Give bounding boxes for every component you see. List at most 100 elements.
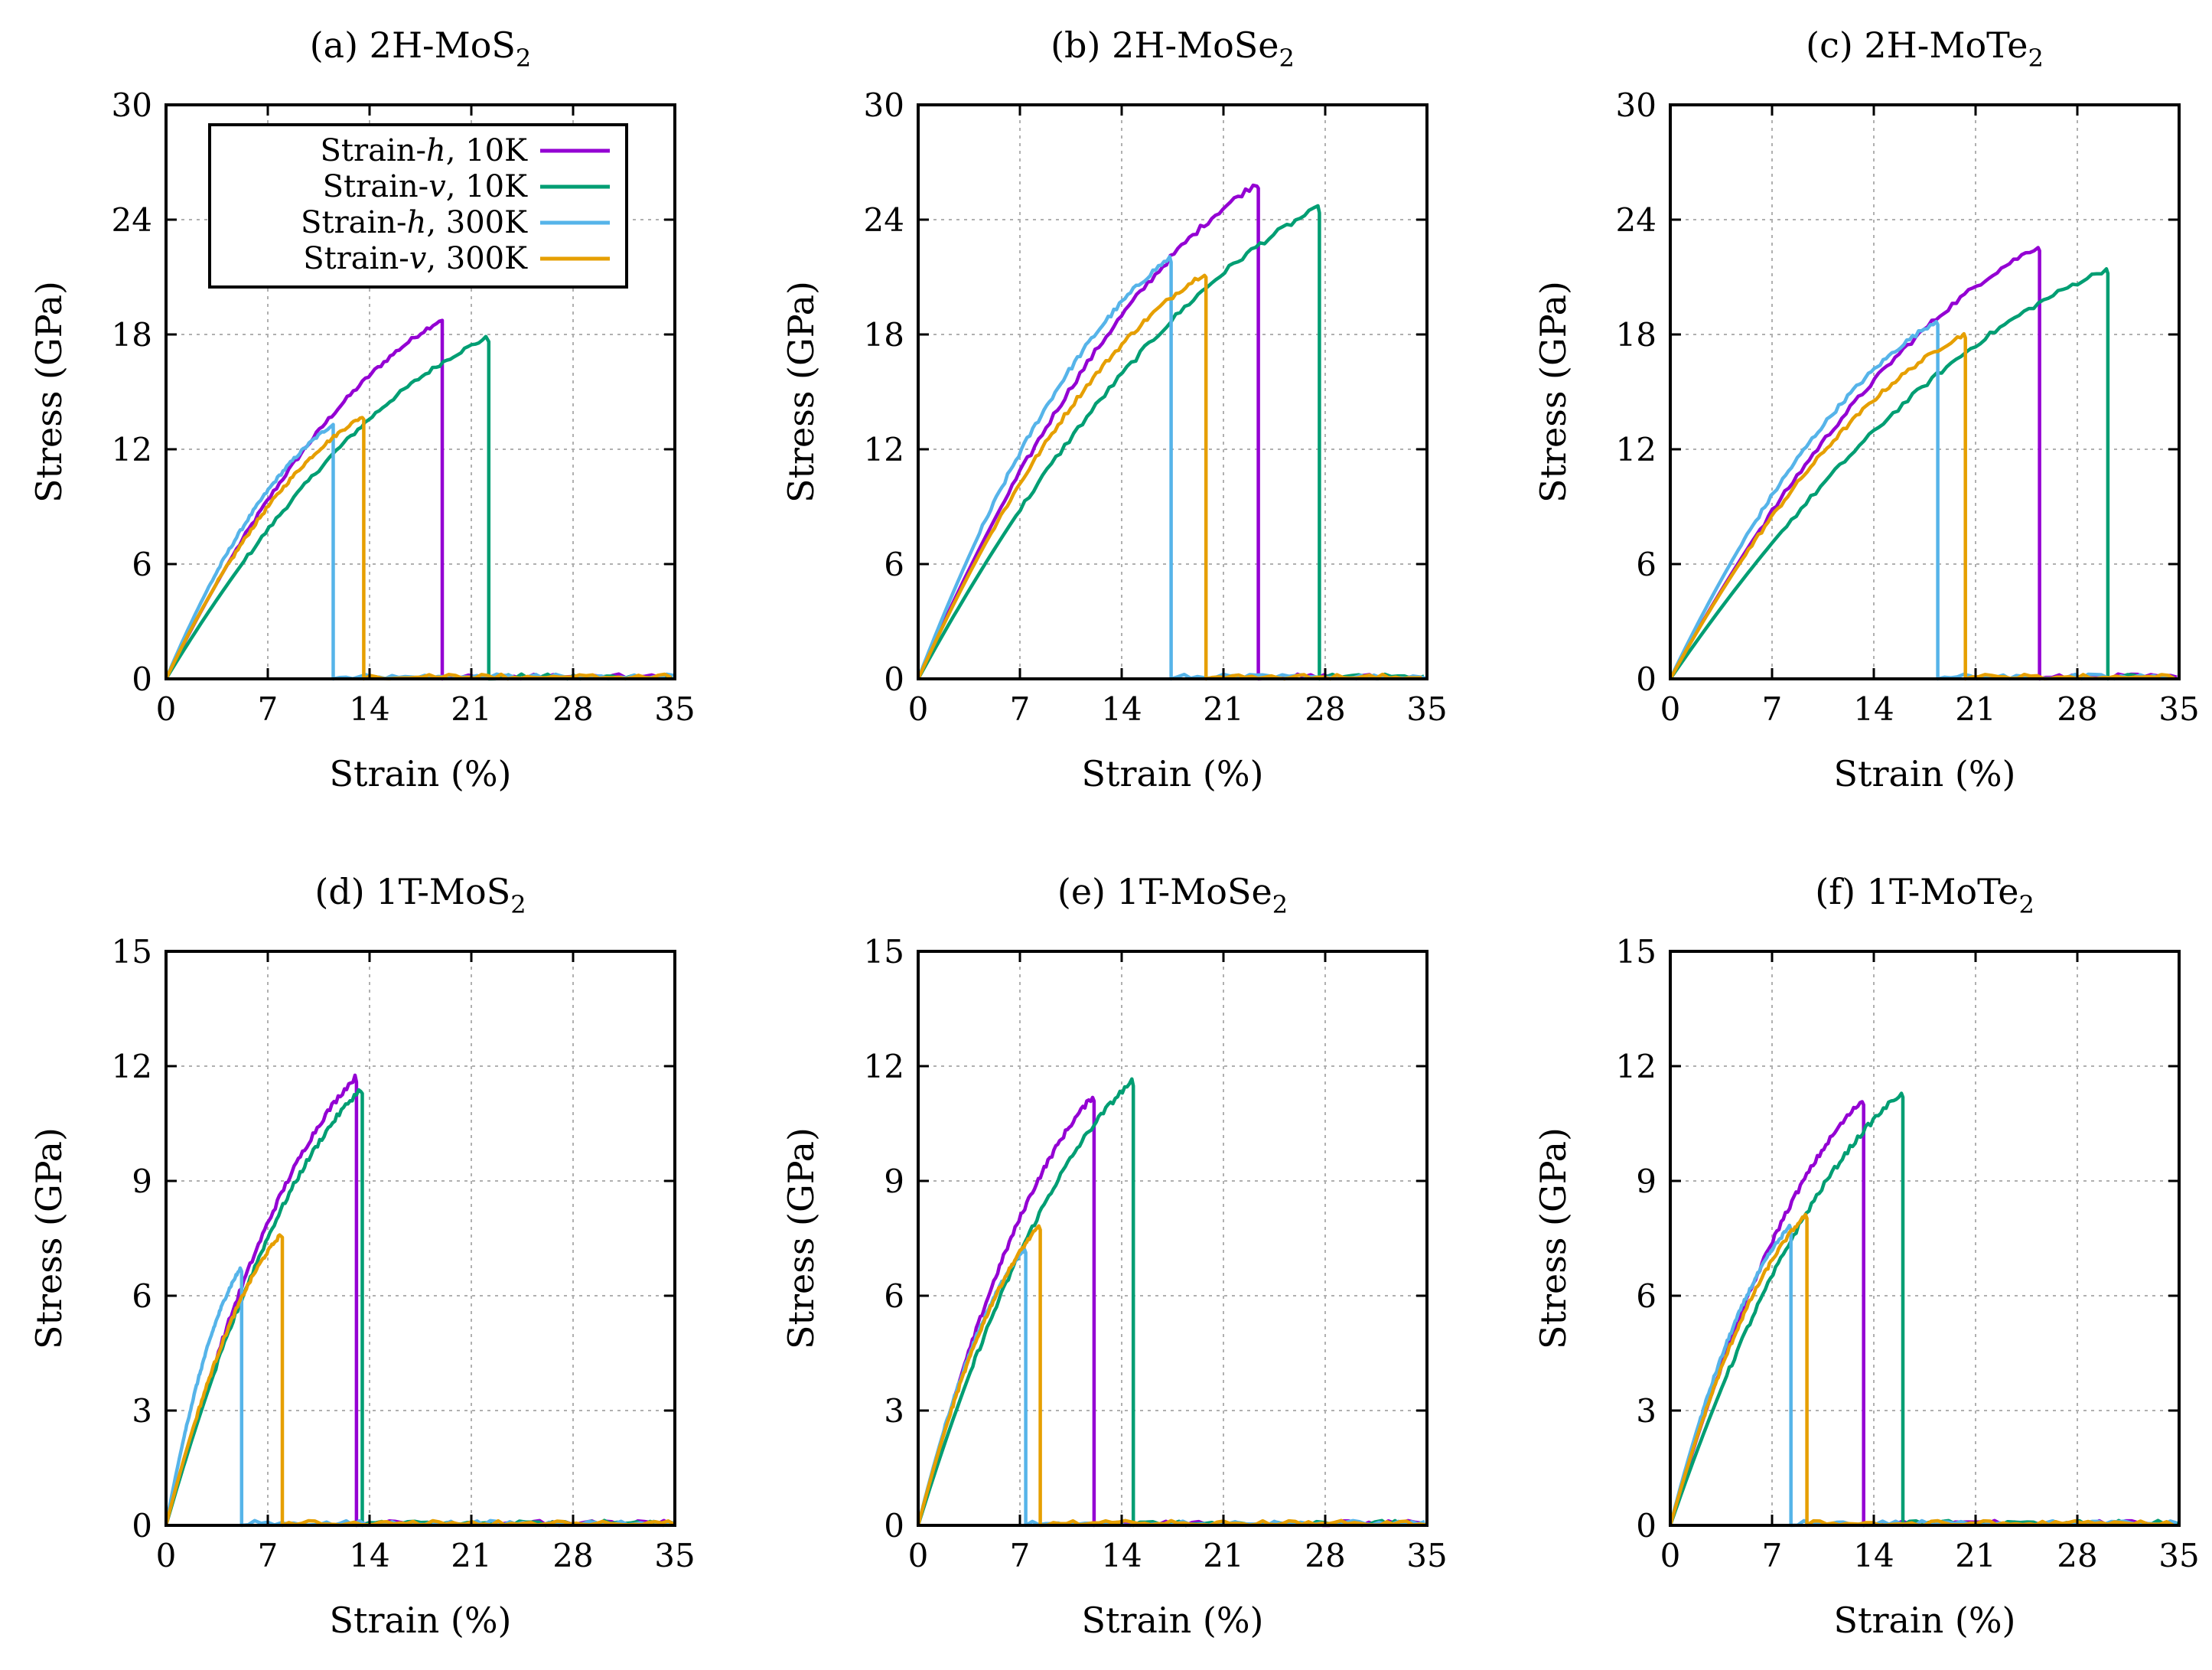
legend-label-part: Strain-: [321, 133, 427, 168]
y-tick-label: 30: [112, 86, 152, 124]
x-tick-label: 0: [1660, 1537, 1681, 1574]
legend-label: Strain-v, 10K: [323, 169, 528, 204]
series-group: [164, 1073, 676, 1528]
legend-label-part: Strain-: [323, 169, 429, 204]
panel-title-base: (e) 1T-MoSe: [1057, 871, 1272, 912]
panel-b: 0 7 14 21 28 35 0 6 12 18 24 30 (b) 2H-MoSe2 Strain (…: [780, 24, 1448, 794]
y-tick-label: 3: [132, 1392, 152, 1430]
y-tick-label: 12: [112, 1048, 152, 1085]
y-tick-label: 0: [132, 1507, 152, 1544]
x-tick-label: 14: [1853, 1537, 1894, 1574]
y-tick-label: 6: [1636, 1277, 1657, 1315]
y-tick-label: 6: [132, 1277, 152, 1315]
series-3-line: [916, 1247, 1425, 1528]
series-group: [1668, 1091, 2178, 1528]
panel-title-subscript: 2: [2028, 44, 2043, 73]
panel-title-subscript: 2: [2018, 890, 2034, 919]
legend-label-part: Strain-: [301, 205, 407, 240]
legend-label: Strain-h, 10K: [321, 133, 529, 168]
x-tick-label: 35: [654, 1537, 695, 1574]
series-3-line: [164, 422, 674, 681]
panel-title-base: (f) 1T-MoTe: [1815, 871, 2018, 912]
x-tick-label: 35: [2158, 690, 2199, 728]
x-tick-label: 21: [1203, 1537, 1243, 1574]
series-1-line: [1668, 1100, 2178, 1528]
x-tick-label: 21: [1955, 1537, 1995, 1574]
y-tick-label: 0: [132, 660, 152, 698]
x-tick-label: 0: [908, 1537, 929, 1574]
y-tick-label: 9: [1636, 1163, 1657, 1200]
series-group: [916, 1077, 1427, 1528]
series-2-line: [1669, 267, 2174, 681]
x-tick-label: 28: [552, 690, 593, 728]
y-tick-label: 0: [884, 1507, 904, 1544]
plot-frame: [165, 103, 676, 680]
x-tick-label: 7: [258, 690, 279, 728]
x-tick-label: 7: [1010, 1537, 1031, 1574]
y-tick-label: 9: [884, 1163, 904, 1200]
y-tick-label: 12: [1616, 1048, 1657, 1085]
y-tick-label: 6: [1636, 546, 1657, 583]
x-tick-label: 28: [1305, 1537, 1345, 1574]
x-tick-label: 21: [1203, 690, 1243, 728]
panel-d: 0 7 14 21 28 35 0 3 6 9 12 15 (d) 1T-MoS2 Strain (%) S…: [28, 871, 696, 1641]
series-3-line: [164, 1266, 674, 1528]
y-axis-label: Stress (GPa): [780, 1127, 822, 1349]
panel-title-subscript: 2: [516, 44, 531, 73]
y-tick-label: 30: [864, 86, 904, 124]
series-4-line: [1669, 331, 2176, 681]
legend-label-part: , 10K: [446, 169, 528, 204]
x-tick-label: 0: [908, 690, 929, 728]
x-tick-label: 14: [349, 1537, 389, 1574]
y-tick-label: 30: [1616, 86, 1657, 124]
y-axis-label: Stress (GPa): [28, 1127, 70, 1349]
plot-frame: [165, 950, 676, 1527]
series-group: [164, 318, 674, 681]
legend-label-part: v: [428, 169, 446, 204]
y-axis-label: Stress (GPa): [780, 281, 822, 503]
legend-label-part: h: [407, 205, 427, 240]
plot-frame: [917, 950, 1429, 1527]
y-tick-label: 3: [884, 1392, 904, 1430]
panel-title: (e) 1T-MoSe2: [1057, 871, 1288, 919]
legend-label-part: , 300K: [426, 205, 528, 240]
y-tick-label: 18: [1616, 316, 1657, 354]
legend-label: Strain-h, 300K: [301, 205, 528, 240]
y-tick-label: 6: [132, 546, 152, 583]
series-4-line: [916, 1224, 1427, 1528]
panel-title: (c) 2H-MoTe2: [1806, 24, 2044, 73]
y-tick-label: 24: [1616, 201, 1657, 239]
series-2-line: [165, 334, 673, 681]
panel-title-base: (c) 2H-MoTe: [1806, 24, 2028, 66]
panel-a: 0 7 14 21 28 35 0 6 12 18 24 30 (a) 2H-MoS2 Strain (%…: [28, 24, 696, 794]
plot-frame: [1669, 950, 2181, 1527]
series-group: [1668, 246, 2178, 681]
series-1-line: [1669, 246, 2178, 681]
x-tick-label: 14: [349, 690, 389, 728]
y-tick-label: 12: [864, 431, 904, 468]
x-tick-label: 35: [654, 690, 695, 728]
x-tick-label: 14: [1101, 1537, 1142, 1574]
plot-frame: [1669, 103, 2181, 680]
x-axis-label: Strain (%): [330, 753, 512, 794]
panel-title-base: (a) 2H-MoS: [310, 24, 516, 66]
x-axis-label: Strain (%): [1082, 1600, 1264, 1641]
x-tick-label: 21: [451, 1537, 491, 1574]
y-tick-label: 15: [1616, 933, 1657, 970]
legend-label-part: , 10K: [446, 133, 528, 168]
x-tick-label: 7: [1762, 690, 1783, 728]
legend-label: Strain-v, 300K: [303, 241, 528, 276]
x-tick-label: 28: [2057, 1537, 2097, 1574]
legend-label-part: , 300K: [426, 241, 528, 276]
panel-e: 0 7 14 21 28 35 0 3 6 9 12 15 (e) 1T-MoSe2 Strain (%)…: [780, 871, 1448, 1641]
panel-title: (a) 2H-MoS2: [310, 24, 532, 73]
y-tick-label: 12: [1616, 431, 1657, 468]
x-axis-label: Strain (%): [1082, 753, 1264, 794]
x-tick-label: 35: [2158, 1537, 2199, 1574]
y-tick-label: 6: [884, 1277, 904, 1315]
legend-label-part: Strain-: [303, 241, 409, 276]
series-3-line: [916, 255, 1427, 681]
x-axis-label: Strain (%): [1834, 1600, 2016, 1641]
x-tick-label: 28: [2057, 690, 2097, 728]
x-tick-label: 21: [1955, 690, 1995, 728]
